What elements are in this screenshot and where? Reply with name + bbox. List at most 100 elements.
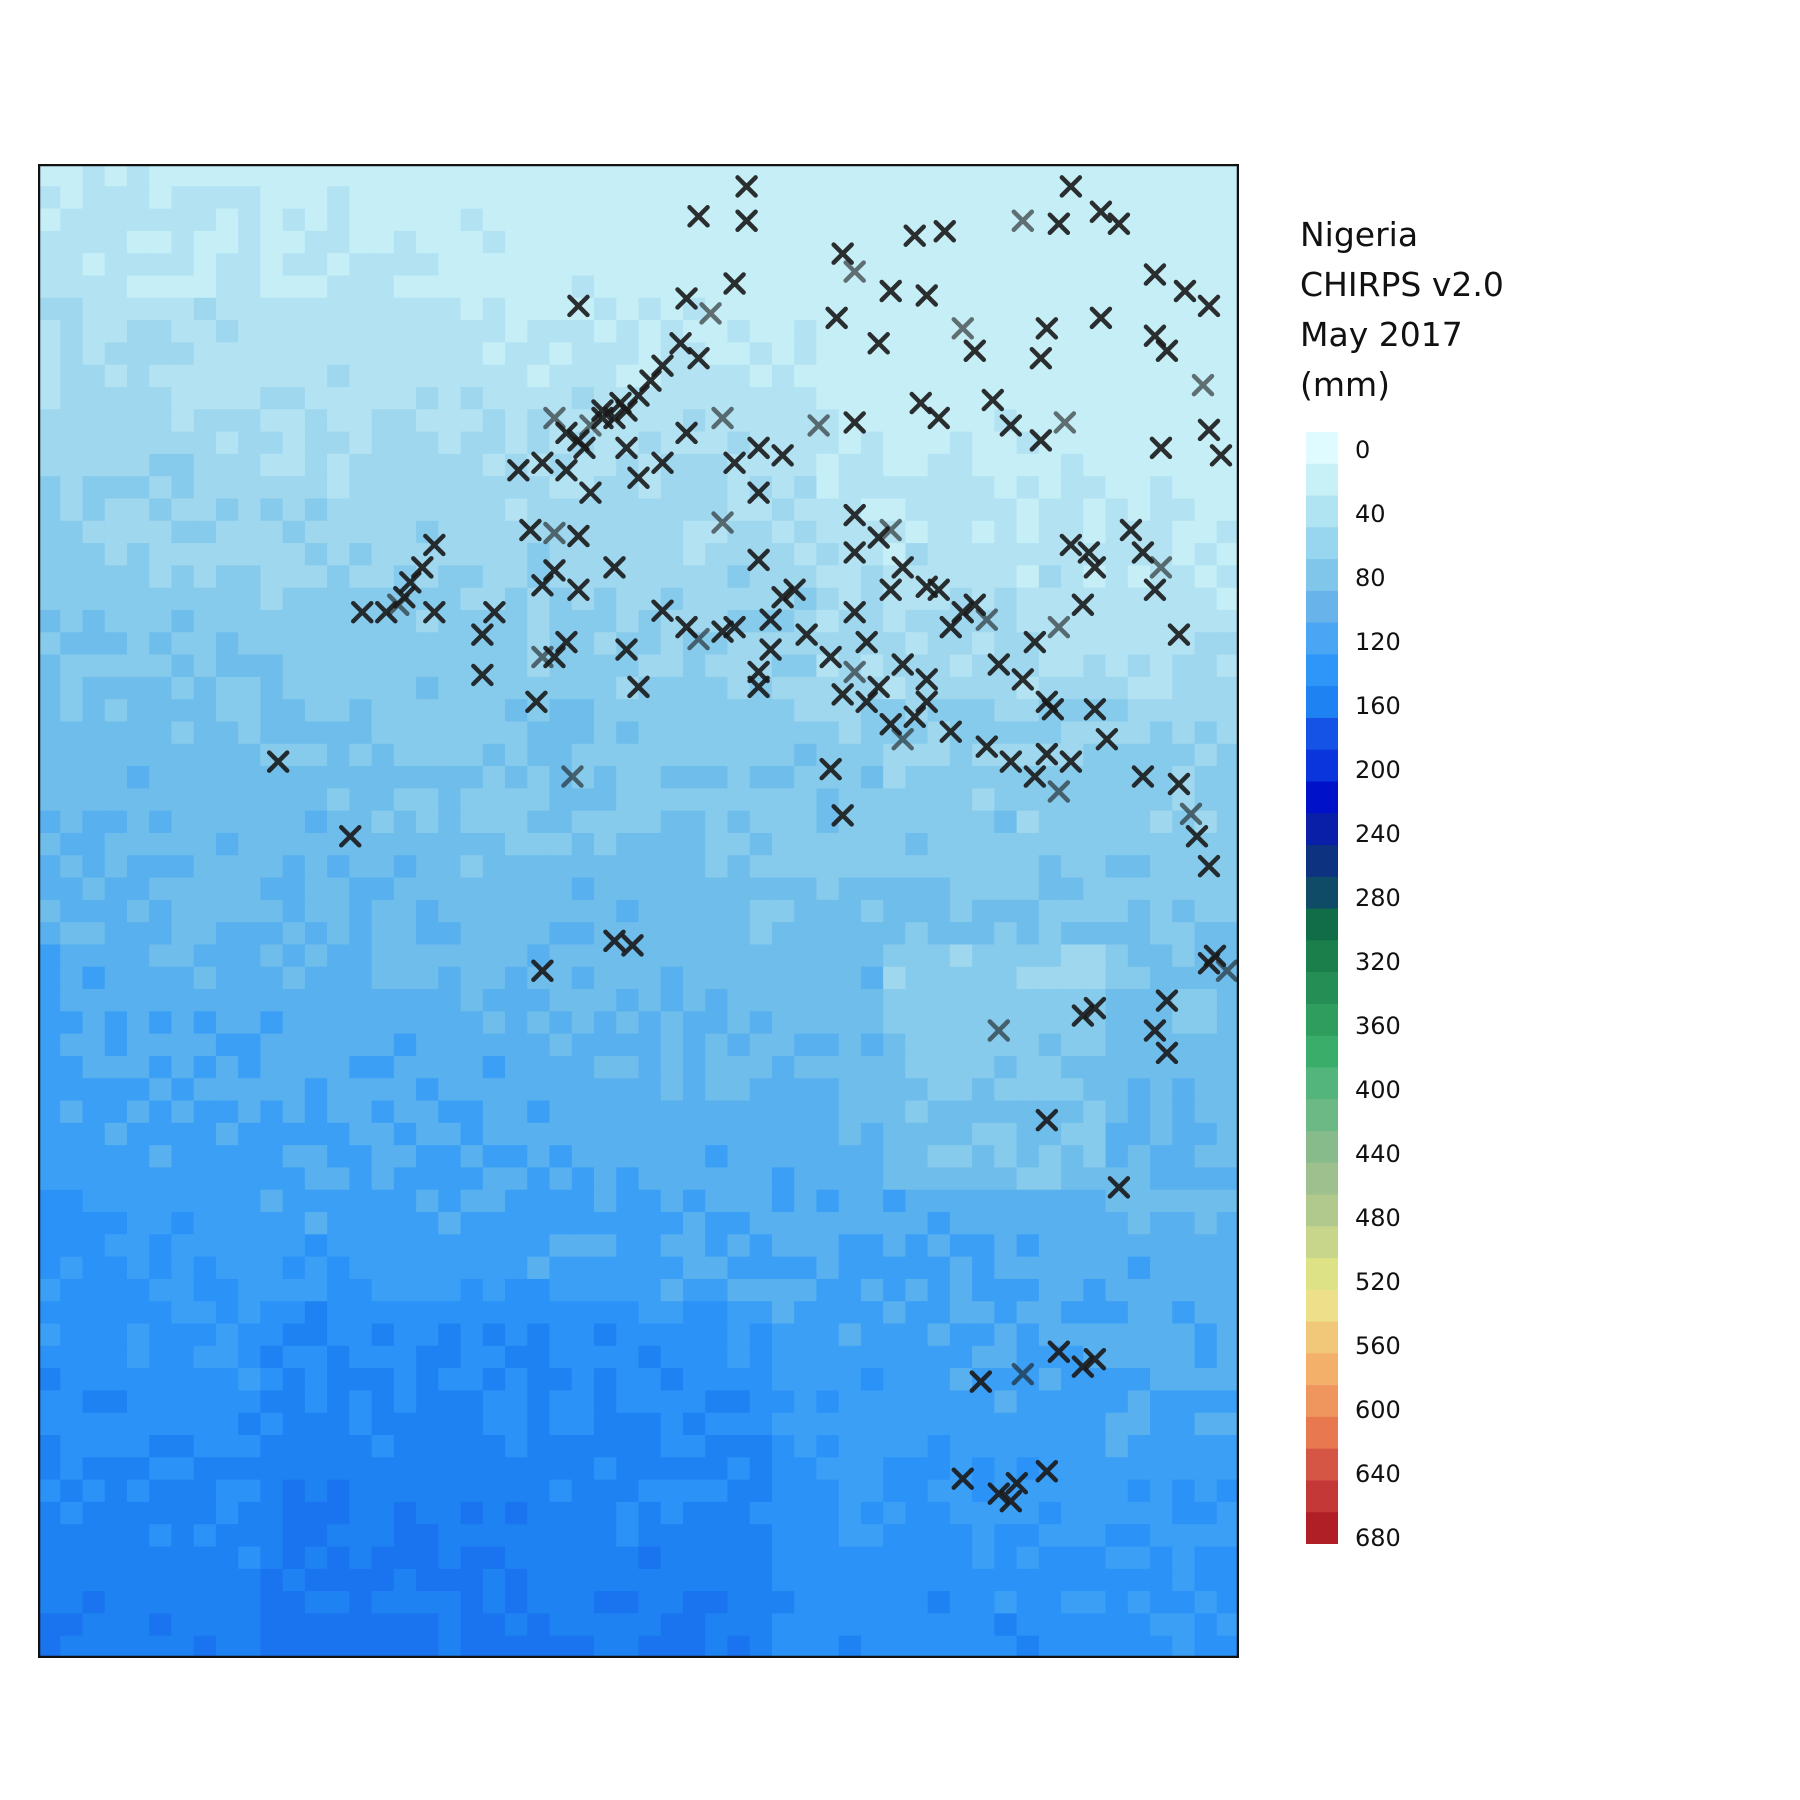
rainfall-cell	[438, 230, 462, 254]
rainfall-cell	[1127, 186, 1151, 210]
rainfall-cell	[927, 1635, 951, 1658]
rainfall-cell	[349, 1390, 373, 1414]
rainfall-cell	[594, 1256, 617, 1280]
rainfall-cell	[549, 922, 573, 946]
rainfall-cell	[393, 520, 417, 544]
rainfall-cell	[38, 543, 61, 566]
rainfall-cell	[1172, 1212, 1196, 1235]
rainfall-cell	[816, 587, 840, 611]
rainfall-cell	[682, 788, 706, 812]
rainfall-cell	[972, 543, 995, 566]
rainfall-cell	[682, 1368, 706, 1392]
rainfall-cell	[527, 899, 551, 923]
rainfall-cell	[1038, 275, 1062, 299]
station-x-marker	[1149, 556, 1173, 579]
rainfall-cell	[705, 186, 729, 210]
rainfall-cell	[1216, 1011, 1239, 1035]
rainfall-cell	[460, 922, 484, 946]
rainfall-cell	[126, 1524, 150, 1548]
rainfall-cell	[949, 699, 973, 723]
rainfall-cell	[38, 1011, 61, 1035]
rainfall-cell	[1016, 1479, 1040, 1503]
rainfall-cell	[1038, 1368, 1062, 1392]
rainfall-cell	[1105, 1256, 1129, 1280]
rainfall-cell	[238, 609, 262, 633]
station-x-marker	[711, 406, 734, 430]
rainfall-cell	[972, 766, 995, 789]
rainfall-cell	[994, 498, 1018, 522]
rainfall-cell	[482, 1145, 506, 1169]
rainfall-cell	[260, 275, 284, 299]
colorbar-step	[1306, 1321, 1338, 1354]
rainfall-cell	[171, 609, 195, 633]
rainfall-cell	[1150, 899, 1173, 923]
rainfall-map	[38, 164, 1239, 1658]
rainfall-cell	[371, 1546, 395, 1570]
rainfall-cell	[638, 1457, 662, 1481]
rainfall-cell	[215, 164, 239, 187]
rainfall-cell	[860, 654, 884, 678]
rainfall-cell	[571, 208, 595, 232]
rainfall-cell	[1216, 297, 1239, 321]
rainfall-cell	[304, 743, 328, 767]
colorbar-step	[1306, 876, 1338, 910]
rainfall-cell	[616, 1100, 640, 1124]
rainfall-cell	[749, 1011, 773, 1035]
rainfall-cell	[527, 1234, 551, 1258]
rainfall-cell	[1150, 766, 1173, 789]
rainfall-cell	[705, 899, 729, 923]
colorbar-tick-label: 520	[1355, 1268, 1401, 1296]
rainfall-cell	[171, 899, 195, 923]
rainfall-cell	[171, 832, 195, 856]
rainfall-cell	[549, 743, 573, 767]
rainfall-cell	[1150, 810, 1173, 834]
rainfall-cell	[482, 275, 506, 299]
rainfall-cell	[571, 1501, 595, 1525]
rainfall-cell	[860, 1568, 884, 1592]
rainfall-cell	[660, 1635, 684, 1658]
rainfall-cell	[327, 587, 350, 611]
rainfall-cell	[260, 1323, 284, 1347]
rainfall-cell	[771, 1301, 795, 1325]
rainfall-cell	[238, 1323, 262, 1347]
rainfall-cell	[1127, 676, 1151, 700]
rainfall-cell	[972, 275, 995, 299]
rainfall-cell	[1083, 275, 1107, 299]
rainfall-cell	[1127, 1212, 1151, 1235]
rainfall-cell	[638, 1435, 662, 1458]
rainfall-cell	[883, 1055, 906, 1079]
rainfall-cell	[594, 1167, 617, 1191]
rainfall-cell	[749, 275, 773, 299]
rainfall-cell	[794, 1122, 818, 1146]
rainfall-cell	[905, 1568, 929, 1592]
rainfall-cell	[794, 1546, 818, 1570]
rainfall-cell	[282, 810, 306, 834]
rainfall-cell	[616, 899, 640, 923]
rainfall-cell	[816, 1189, 840, 1213]
rainfall-cell	[149, 1212, 173, 1235]
rainfall-cell	[1216, 543, 1239, 566]
rainfall-cell	[215, 1278, 239, 1302]
rainfall-cell	[304, 899, 328, 923]
rainfall-cell	[416, 766, 439, 789]
rainfall-cell	[282, 1546, 306, 1570]
rainfall-cell	[994, 1635, 1018, 1658]
rainfall-cell	[1016, 164, 1040, 187]
colorbar-step	[1306, 1130, 1338, 1164]
rainfall-cell	[616, 766, 640, 789]
rainfall-cell	[126, 1390, 150, 1414]
rainfall-cell	[905, 1435, 929, 1458]
rainfall-cell	[527, 1323, 551, 1347]
rainfall-cell	[438, 431, 462, 455]
legend-title-line: (mm)	[1300, 365, 1391, 404]
rainfall-cell	[1216, 676, 1239, 700]
rainfall-cell	[527, 1435, 551, 1458]
rainfall-cell	[794, 364, 818, 388]
rainfall-cell	[438, 1256, 462, 1280]
rainfall-cell	[1127, 386, 1151, 410]
rainfall-cell	[727, 966, 751, 990]
rainfall-cell	[1061, 899, 1084, 923]
rainfall-cell	[482, 453, 506, 477]
rainfall-cell	[416, 832, 439, 856]
rainfall-cell	[1172, 1189, 1196, 1213]
